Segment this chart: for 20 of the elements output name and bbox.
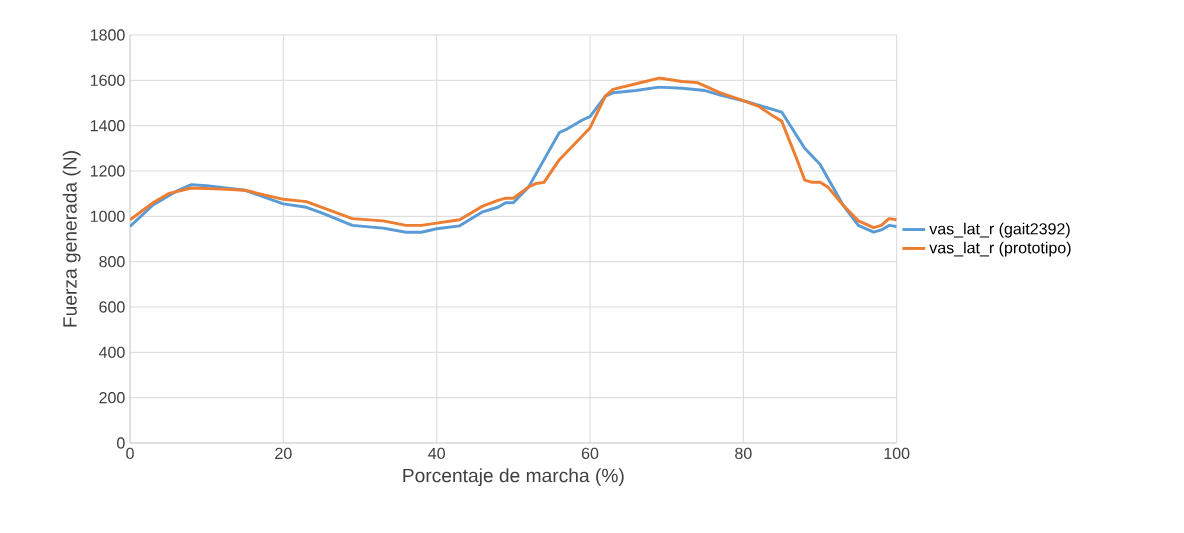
- x-tick-label: 40: [428, 447, 445, 459]
- x-tick-label: 100: [884, 447, 910, 459]
- y-tick-label: 1000: [90, 210, 125, 222]
- y-tick-label: 400: [98, 346, 125, 358]
- y-tick-label: 1400: [90, 119, 125, 132]
- legend-label: vas_lat_r (prototipo): [929, 241, 1071, 257]
- x-tick-label: 80: [735, 447, 752, 459]
- y-tick-label: 1600: [90, 74, 125, 86]
- y-tick-label: 1200: [90, 165, 125, 177]
- x-axis-title: Porcentaje de marcha (%): [403, 468, 624, 486]
- y-tick-label: 600: [99, 301, 125, 313]
- y-tick-label: 800: [99, 255, 125, 268]
- x-tick-label: 20: [275, 447, 292, 459]
- legend-label: vas_lat_r (gait2392): [929, 222, 1070, 238]
- y-axis-title: Fuerza generada (N): [62, 150, 81, 327]
- y-tick-label: 1800: [90, 29, 125, 41]
- x-tick-label: 0: [126, 447, 134, 459]
- y-tick-label: 0: [117, 437, 125, 449]
- x-tick-label: 60: [581, 447, 599, 459]
- y-tick-label: 200: [99, 391, 125, 404]
